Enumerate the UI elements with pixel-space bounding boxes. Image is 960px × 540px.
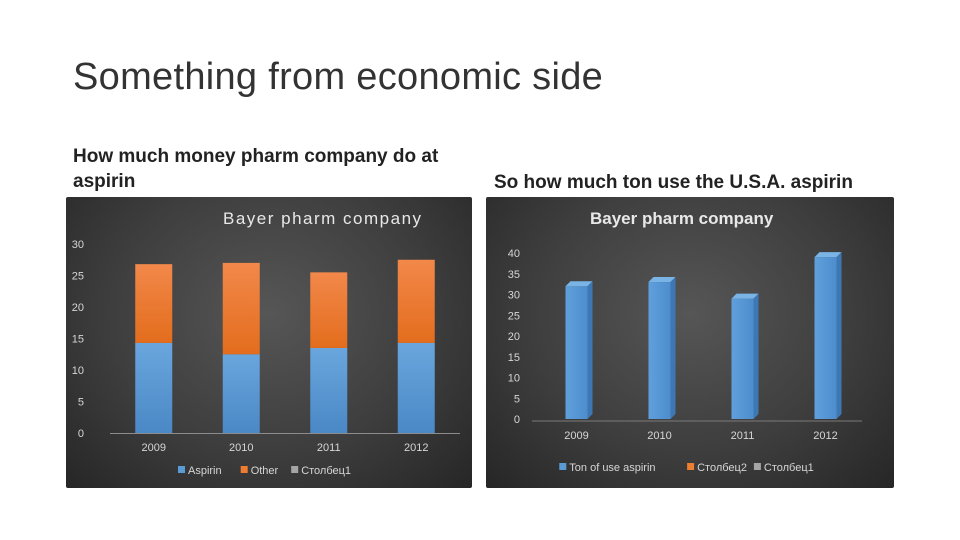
tons-legend-swatch — [753, 463, 761, 470]
tons-chart-svg: Bayer pharm company 0 5 10 15 20 25 30 35 40 2009… — [508, 209, 862, 474]
tons-bar-top-2011 — [731, 293, 759, 299]
tons-y-tick-label: 20 — [508, 331, 520, 343]
money-bar-other-2011 — [310, 272, 348, 348]
tons-bar-top-2010 — [648, 277, 676, 283]
tons-bar-side-2011 — [753, 293, 759, 419]
money-y-tick-label: 25 — [72, 271, 84, 283]
tons-legend-label: Ton of use aspirin — [569, 462, 655, 474]
tons-legend-swatch — [559, 463, 567, 470]
tons-bar-front-2011 — [731, 298, 754, 419]
tons-bar-side-2012 — [836, 252, 842, 419]
money-legend-swatch — [240, 466, 248, 473]
tons-legend-label: Столбец2 — [697, 462, 747, 474]
tons-x-tick-label: 2011 — [731, 430, 755, 442]
money-legend-swatch — [178, 466, 185, 473]
money-bar-other-2010 — [222, 262, 260, 355]
money-x-tick-label: 2011 — [317, 442, 341, 454]
tons-chart-title: Bayer pharm company — [590, 209, 774, 228]
left-chart-caption: How much money pharm company do at aspir… — [73, 146, 439, 192]
tons-bar-front-2012 — [814, 257, 837, 419]
slide-title: Something from economic side — [73, 56, 604, 98]
money-legend-swatch — [291, 466, 299, 473]
money-chart-svg: Bayer pharm company 0 5 10 15 20 25 30 2009 2010… — [72, 209, 460, 477]
money-bar-aspirin-2012 — [397, 342, 435, 433]
money-y-tick-label: 0 — [78, 428, 84, 440]
tons-legend-label: Столбец1 — [764, 462, 814, 474]
tons-chart: Bayer pharm company 0 5 10 15 20 25 30 35 40 2009… — [486, 197, 894, 488]
money-legend-label: Столбец1 — [301, 465, 351, 477]
tons-bar-top-2009 — [565, 281, 593, 287]
money-bar-aspirin-2010 — [222, 354, 260, 433]
tons-bar-top-2012 — [814, 252, 842, 258]
tons-y-tick-label: 40 — [508, 248, 520, 260]
money-x-tick-label: 2010 — [229, 442, 253, 454]
tons-bar-side-2010 — [670, 277, 676, 419]
tons-y-tick-label: 10 — [508, 373, 520, 385]
money-legend-label: Other — [251, 465, 279, 477]
tons-y-tick-label: 25 — [508, 310, 520, 322]
money-chart: Bayer pharm company 0 5 10 15 20 25 30 2009 2010… — [66, 197, 472, 488]
tons-y-tick-label: 35 — [508, 269, 520, 281]
tons-y-tick-label: 30 — [508, 290, 520, 302]
money-y-tick-label: 5 — [78, 397, 84, 409]
tons-y-tick-label: 0 — [514, 414, 520, 426]
money-x-tick-label: 2012 — [404, 442, 428, 454]
tons-x-tick-label: 2010 — [647, 430, 671, 442]
tons-bar-front-2009 — [565, 286, 588, 419]
money-y-tick-label: 10 — [72, 365, 84, 377]
money-y-tick-label: 30 — [72, 239, 84, 251]
money-bar-other-2012 — [397, 259, 435, 343]
money-legend-label: Aspirin — [188, 465, 222, 477]
tons-bar-side-2009 — [587, 281, 593, 419]
money-bar-other-2009 — [135, 264, 173, 343]
tons-y-tick-label: 5 — [514, 393, 520, 405]
tons-x-tick-label: 2012 — [813, 430, 837, 442]
money-x-tick-label: 2009 — [142, 442, 166, 454]
tons-x-tick-label: 2009 — [564, 430, 588, 442]
money-bar-aspirin-2011 — [310, 347, 348, 433]
right-chart-caption: So how much ton use the U.S.A. aspirin — [494, 172, 853, 193]
tons-bar-front-2010 — [648, 282, 671, 419]
money-bar-aspirin-2009 — [135, 342, 173, 433]
money-chart-title: Bayer pharm company — [223, 209, 423, 228]
money-y-tick-label: 15 — [72, 334, 84, 346]
money-y-tick-label: 20 — [72, 302, 84, 314]
tons-legend-swatch — [687, 463, 695, 470]
tons-y-tick-label: 15 — [508, 352, 520, 364]
